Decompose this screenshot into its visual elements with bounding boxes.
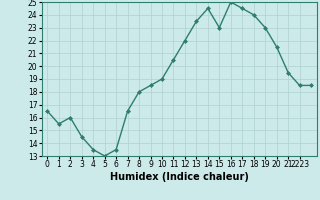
X-axis label: Humidex (Indice chaleur): Humidex (Indice chaleur) — [110, 172, 249, 182]
